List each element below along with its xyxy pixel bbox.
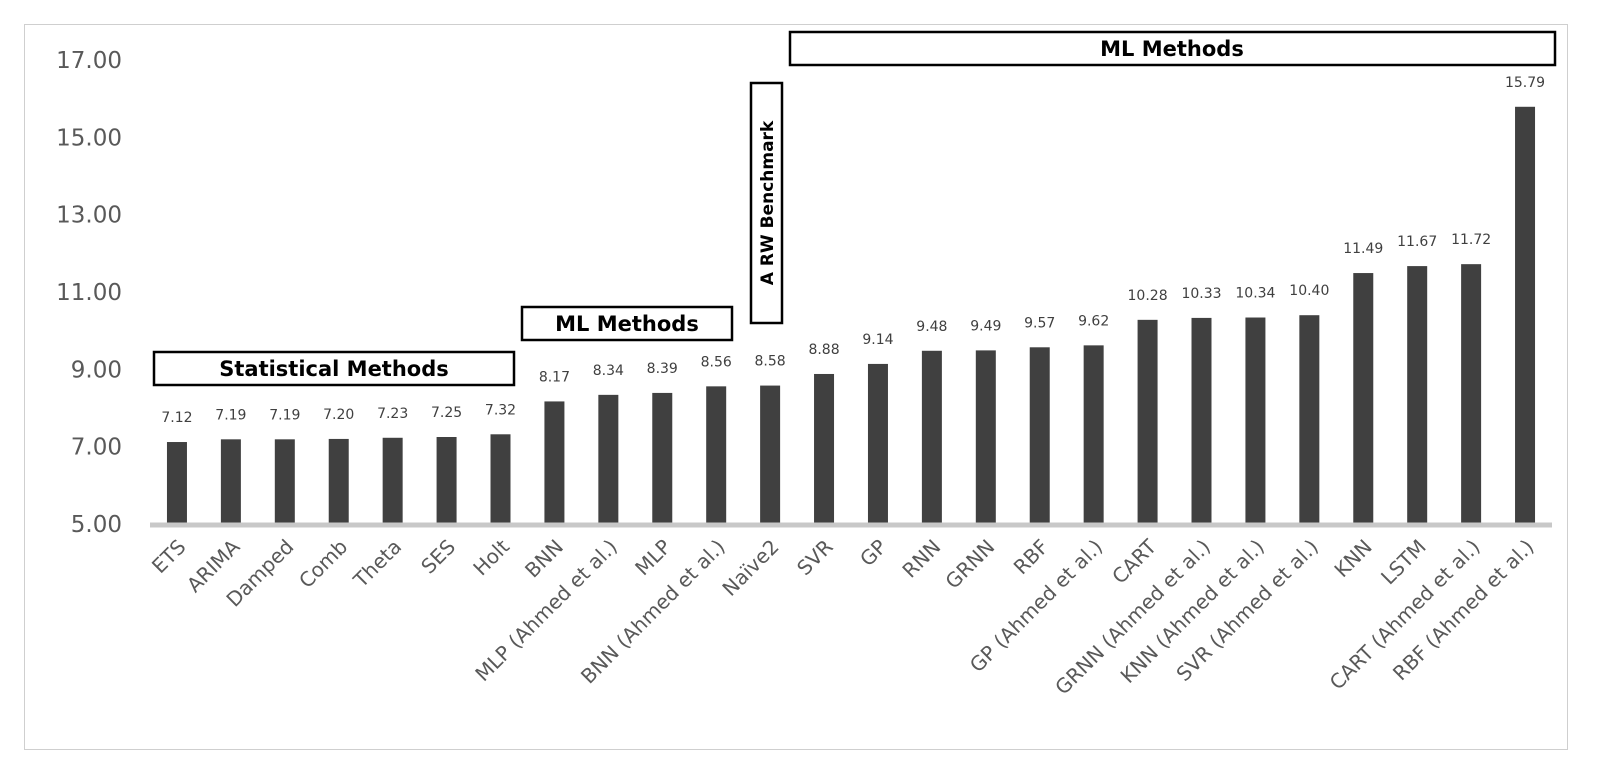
data-label: 8.34 — [593, 363, 624, 379]
y-tick-label: 15.00 — [56, 125, 122, 151]
data-label: 7.12 — [161, 410, 192, 426]
x-tick-label: ETS — [147, 535, 191, 579]
bar — [814, 373, 835, 524]
y-tick-label: 17.00 — [56, 48, 122, 74]
data-label: 9.48 — [916, 319, 947, 335]
bar — [1029, 347, 1050, 524]
bar — [975, 350, 996, 524]
bar — [1407, 266, 1428, 524]
bars — [166, 106, 1536, 524]
data-label: 7.25 — [431, 405, 462, 421]
x-tick-label: MLP — [630, 535, 676, 581]
bar — [921, 350, 942, 524]
annotation-rw-benchmark: A RW Benchmark — [749, 81, 784, 325]
data-label: 8.17 — [539, 369, 570, 385]
annotation-ml-methods-1: ML Methods — [520, 305, 734, 342]
bar — [598, 394, 619, 524]
annotation-label-rw-benchmark: A RW Benchmark — [758, 120, 778, 285]
bar — [436, 437, 457, 524]
x-tick-label: Theta — [348, 535, 406, 593]
y-tick-label: 13.00 — [56, 203, 122, 229]
y-tick-label: 11.00 — [56, 280, 122, 306]
x-tick-label: Naïve2 — [717, 535, 783, 601]
annotation-box — [152, 350, 516, 387]
data-label: 11.72 — [1451, 232, 1491, 248]
annotation-label-ml-methods: ML Methods — [555, 312, 699, 336]
annotation-box — [788, 30, 1557, 67]
bar — [1137, 319, 1158, 524]
bar — [1461, 264, 1482, 524]
x-tick-label: RNN — [897, 535, 945, 583]
x-tick-label: GP — [855, 535, 891, 571]
x-tick-label: SES — [416, 535, 460, 579]
data-label: 15.79 — [1505, 75, 1545, 91]
data-label: 9.14 — [862, 332, 893, 348]
data-label: 7.32 — [485, 402, 516, 418]
x-tick-label: Comb — [294, 535, 352, 593]
data-label: 10.28 — [1128, 288, 1168, 304]
bar — [490, 434, 511, 524]
annotation-box — [749, 81, 784, 325]
data-label: 7.23 — [377, 406, 408, 422]
data-label: 10.34 — [1235, 286, 1275, 302]
data-label: 7.19 — [269, 407, 300, 423]
bar — [706, 386, 727, 524]
bar — [760, 385, 781, 524]
data-label: 7.19 — [215, 407, 246, 423]
x-tick-label: GRNN — [940, 535, 999, 594]
bar — [166, 442, 187, 524]
data-label: 10.40 — [1289, 283, 1329, 299]
bar — [274, 439, 295, 524]
x-tick-label: RBF — [1009, 535, 1054, 580]
bar — [1515, 106, 1536, 524]
annotation-label-statistical-methods: Statistical Methods — [219, 357, 449, 381]
data-label: 8.56 — [701, 354, 732, 370]
bar — [382, 437, 403, 524]
data-label: 11.67 — [1397, 234, 1437, 250]
data-label: 7.20 — [323, 407, 354, 423]
y-tick-label: 7.00 — [71, 435, 122, 461]
annotation-ml-methods-2: ML Methods — [788, 30, 1557, 67]
bar — [1353, 273, 1374, 524]
bar — [328, 438, 349, 524]
data-label: 9.62 — [1078, 313, 1109, 329]
bar — [1083, 345, 1104, 524]
bar — [1299, 315, 1320, 524]
x-tick-label: BNN — [520, 535, 568, 583]
data-label: 8.88 — [808, 342, 839, 358]
bar — [652, 392, 673, 524]
data-label: 11.49 — [1343, 241, 1383, 257]
y-tick-label: 5.00 — [71, 512, 122, 538]
data-label: 9.49 — [970, 318, 1001, 334]
bar — [1245, 317, 1266, 524]
data-label: 8.58 — [755, 354, 786, 370]
annotation-statistical-methods: Statistical Methods — [152, 350, 516, 387]
x-tick-label: KNN — [1329, 535, 1376, 582]
chart-frame — [24, 24, 1568, 750]
x-tick-label: Holt — [468, 534, 514, 580]
annotation-label-ml-methods: ML Methods — [1100, 37, 1244, 61]
data-labels: 7.12 7.19 7.19 7.20 7.23 7.25 7.32 8.17 8.34 8.39… — [161, 75, 1545, 426]
y-tick-label: 9.00 — [71, 357, 122, 383]
bar — [1191, 317, 1212, 524]
annotation-box — [520, 305, 734, 342]
bar — [220, 439, 241, 524]
y-axis-ticks: 5.00 7.00 9.00 11.00 13.00 15.00 17.00 — [56, 48, 122, 538]
bar — [544, 401, 565, 524]
data-label: 10.33 — [1181, 286, 1221, 302]
data-label: 9.57 — [1024, 315, 1055, 331]
bar — [867, 363, 888, 524]
x-tick-label: SVR — [792, 534, 838, 580]
data-label: 8.39 — [647, 361, 678, 377]
